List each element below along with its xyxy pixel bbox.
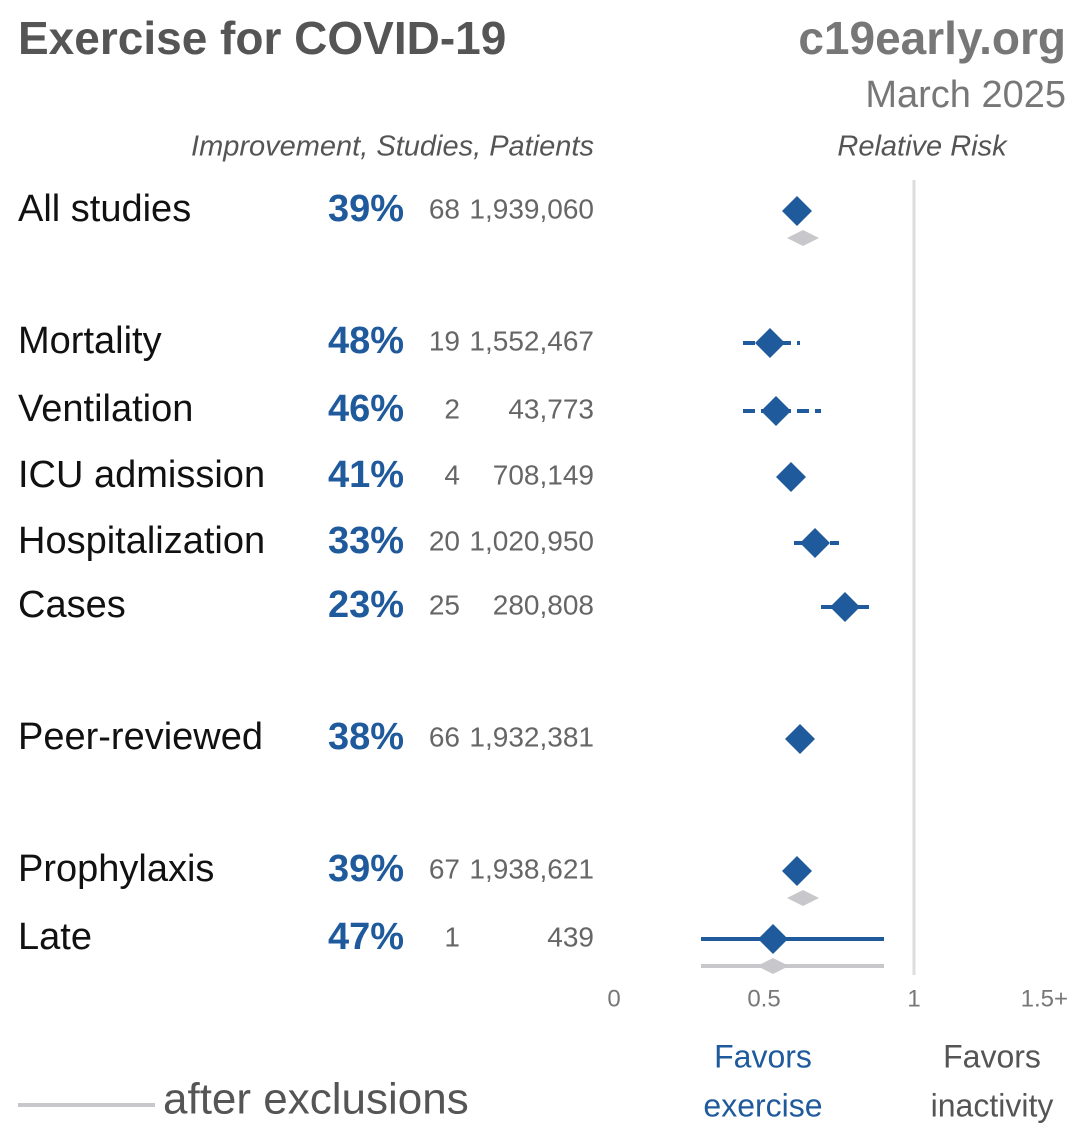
estimate xyxy=(755,328,785,358)
studies: 25 xyxy=(429,589,460,620)
improvement: 46% xyxy=(328,388,404,430)
x-tick-label: 0 xyxy=(607,985,620,1012)
patients: 1,938,621 xyxy=(469,853,594,884)
patients: 280,808 xyxy=(493,589,594,620)
row-label: All studies xyxy=(18,188,191,230)
studies: 66 xyxy=(429,721,460,752)
improvement: 39% xyxy=(328,188,404,230)
estimate xyxy=(830,592,860,622)
row-label: Late xyxy=(18,916,92,958)
patients: 1,939,060 xyxy=(469,193,594,224)
estimate xyxy=(776,462,806,492)
estimate xyxy=(785,724,815,754)
estimate-excluded xyxy=(787,890,819,906)
studies: 20 xyxy=(429,525,460,556)
legend-label: after exclusions xyxy=(163,1075,469,1124)
favors-right: inactivity xyxy=(931,1087,1054,1123)
patients: 43,773 xyxy=(508,393,594,424)
improvement: 41% xyxy=(328,454,404,496)
chart-title: Exercise for COVID-19 xyxy=(18,12,506,64)
date: March 2025 xyxy=(865,74,1066,116)
estimate-excluded xyxy=(757,958,789,974)
studies: 4 xyxy=(444,459,460,490)
x-tick-label: 1.5+ xyxy=(1021,985,1068,1012)
estimate xyxy=(761,396,791,426)
row-label: Prophylaxis xyxy=(18,848,214,890)
estimate xyxy=(800,528,830,558)
row-label: ICU admission xyxy=(18,454,265,496)
favors-right: Favors xyxy=(943,1038,1041,1074)
studies: 67 xyxy=(429,853,460,884)
favors-left: exercise xyxy=(703,1087,822,1123)
patients: 1,932,381 xyxy=(469,721,594,752)
improvement: 23% xyxy=(328,584,404,626)
row-label: Cases xyxy=(18,584,126,626)
improvement: 48% xyxy=(328,320,404,362)
patients: 439 xyxy=(547,921,594,952)
patients: 708,149 xyxy=(493,459,594,490)
site: c19early.org xyxy=(798,12,1066,64)
improvement: 47% xyxy=(328,916,404,958)
row-label: Peer-reviewed xyxy=(18,716,263,758)
row-label: Ventilation xyxy=(18,388,193,430)
estimate-excluded xyxy=(787,230,819,246)
estimate xyxy=(758,924,788,954)
x-tick-label: 1 xyxy=(907,985,920,1012)
studies: 19 xyxy=(429,325,460,356)
patients: 1,552,467 xyxy=(469,325,594,356)
studies: 1 xyxy=(444,921,460,952)
studies: 2 xyxy=(444,393,460,424)
improvement: 39% xyxy=(328,848,404,890)
x-axis-label: Relative Risk xyxy=(837,131,1008,163)
x-tick-label: 0.5 xyxy=(747,985,780,1012)
improvement: 38% xyxy=(328,716,404,758)
estimate xyxy=(782,856,812,886)
studies: 68 xyxy=(429,193,460,224)
columns-header: Improvement, Studies, Patients xyxy=(191,131,594,163)
patients: 1,020,950 xyxy=(469,525,594,556)
favors-left: Favors xyxy=(714,1038,812,1074)
row-label: Hospitalization xyxy=(18,520,265,562)
improvement: 33% xyxy=(328,520,404,562)
row-label: Mortality xyxy=(18,320,162,362)
estimate xyxy=(782,196,812,226)
